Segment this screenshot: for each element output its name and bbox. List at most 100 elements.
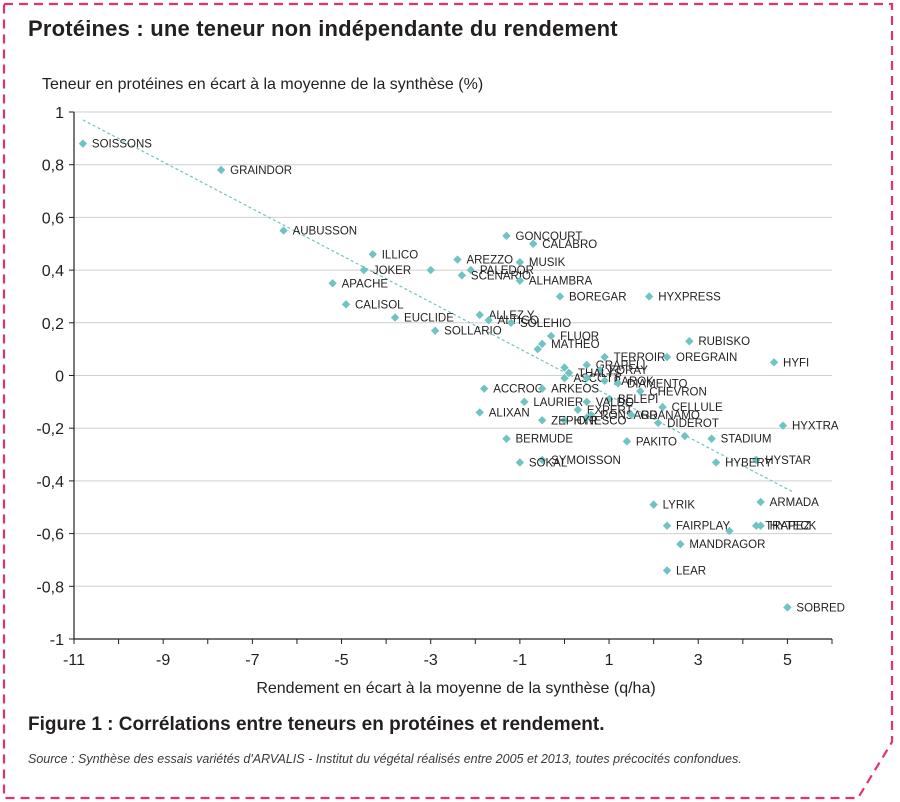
data-point-marker [676,539,685,549]
y-axis-label: Teneur en protéines en écart à la moyenn… [42,76,484,93]
data-point-label: LEAR [676,565,706,577]
x-tick-label: 5 [783,652,792,669]
data-point-label: LAURIER [533,397,583,409]
data-point-marker [658,402,667,412]
data-point-marker [752,455,761,465]
x-tick-label: -11 [63,652,85,669]
data-point-marker [600,352,609,362]
data-point-label: VALDO [596,397,634,409]
data-point-label: GRANAMO [640,410,699,422]
y-tick-label: 0,8 [42,158,64,175]
data-point-marker [662,566,672,575]
y-tick-label: 0,2 [42,316,64,333]
data-point-marker [560,363,569,372]
data-point-label: MANDRAGOR [689,539,765,551]
data-point-marker [653,418,663,428]
data-point-label: TERROIR [614,352,666,364]
data-point-marker [216,165,226,175]
data-point-marker [555,292,565,301]
y-tick-label: 0,6 [42,210,64,227]
data-point-label: RUBISKO [698,336,750,348]
data-point-label: EUCLIDE [404,313,454,325]
y-tick-label: -0,6 [36,527,64,544]
trendline-group [82,119,793,492]
data-point-label: BOREGAR [569,291,627,303]
data-point-label: CALABRO [542,239,597,251]
data-point-marker [627,410,636,420]
data-point-label: AREZZO [466,255,513,267]
x-tick-label: -9 [156,652,170,669]
y-tick-label: 0 [55,369,64,386]
data-point-marker [600,376,609,385]
data-point-label: SOLEHIO [520,318,571,330]
data-point-marker [644,292,654,301]
data-point-marker [453,255,462,264]
data-point-marker [756,521,765,530]
y-tick-label: -0,2 [36,421,64,438]
grid-lines [74,111,832,587]
data-point-label: CALISOL [355,299,404,311]
data-point-label: CELLULE [672,402,723,414]
data-point-marker [78,139,88,148]
data-point-label: SOBRED [796,602,845,614]
data-point-label: STADIUM [721,434,772,446]
data-point-label: ZEPHYR [551,415,598,427]
data-point-marker [725,526,734,536]
data-point-marker [466,265,476,275]
data-point-label: ALHAMBRA [529,276,593,288]
data-point-label: MUSIK [529,257,566,269]
data-point-marker [604,395,614,404]
trendline [82,119,793,492]
data-point-marker [515,257,525,267]
data-point-label: ARKEOS [551,384,599,396]
data-point-marker [649,500,658,509]
data-point-marker [662,352,672,362]
tick-labels: 10,80,60,40,20-0,2-0,4-0,6-0,8-1-11 -9 -7-… [36,105,792,669]
data-point-marker [515,276,525,285]
data-point-marker [475,310,484,320]
data-point-marker [662,521,672,530]
data-point-marker [368,250,377,259]
data-point-label: TRAPEZ [765,521,810,533]
data-point-label: SYMOISSON [551,455,621,467]
data-point-marker [480,384,489,393]
y-tick-label: 0,4 [42,263,64,280]
data-point-marker [783,603,792,612]
data-point-label: SOLLARIO [444,326,502,338]
data-point-label: APACHE [342,278,389,290]
data-point-label: BELEPI [618,394,658,406]
data-point-marker [711,458,721,467]
data-point-marker [537,455,547,465]
data-point-marker [573,405,583,414]
data-point-marker [560,416,569,425]
x-tick-label: -1 [513,652,527,669]
data-point-label: HYXPRESS [658,291,721,303]
data-point-marker [582,413,591,422]
data-point-marker [613,379,623,388]
data-point-marker [537,416,547,425]
x-tick-label: -7 [245,652,259,669]
data-point-marker [778,421,788,430]
data-point-marker [515,458,525,467]
data-point-label: CHEVRON [649,386,707,398]
data-point-label: HYSTAR [765,455,811,467]
data-point-marker [756,497,765,507]
data-point-label: GONCOURT [516,231,583,243]
y-tick-label: -1 [50,632,64,649]
data-point-marker [537,384,547,393]
x-tick-label: 1 [605,652,614,669]
data-point-label: ALTIGO [498,315,539,327]
data-point-label: ALLEZ Y [489,310,535,322]
axes [69,111,833,644]
data-point-label: BAROK [614,376,655,388]
data-point-label: LYRIK [663,500,696,512]
data-point-marker [341,300,351,309]
data-point-label: HYTECK [770,521,817,533]
data-point-label: SCENARIO [471,270,531,282]
data-point-label: HYFI [783,357,809,369]
y-tick-label: 1 [55,105,64,122]
x-axis-label: Rendement en écart à la moyenne de la sy… [256,680,656,697]
